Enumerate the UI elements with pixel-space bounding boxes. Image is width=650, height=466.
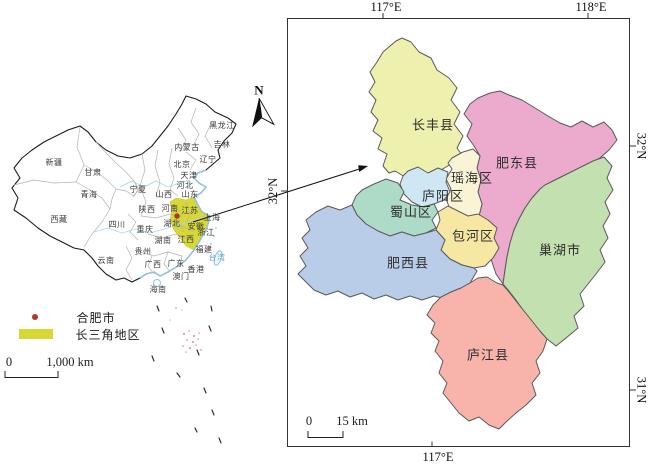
province-label-天津: 天津 [180, 171, 198, 180]
district-label-luyang: 庐阳区 [421, 188, 465, 204]
axis-label-4: 31°N [634, 376, 649, 404]
district-label-baohe: 包河区 [451, 228, 495, 244]
hefei-scalebar-max: 15 km [336, 413, 368, 428]
province-label-福建: 福建 [195, 245, 213, 254]
province-label-湖北: 湖北 [163, 219, 181, 228]
district-label-changfeng: 长丰县 [411, 117, 455, 133]
north-arrow-icon [252, 97, 275, 128]
north-arrow-label: N [254, 82, 264, 98]
province-label-青海: 青海 [80, 190, 98, 199]
district-label-chaohu: 巢湖市 [538, 242, 582, 258]
hefei-scalebar-zero: 0 [305, 413, 313, 428]
province-label-河北: 河北 [176, 181, 194, 190]
south-china-sea-islands [151, 297, 222, 444]
province-label-甘肃: 甘肃 [84, 168, 102, 177]
coastal-islets [206, 227, 217, 253]
province-label-海南: 海南 [149, 285, 167, 294]
province-label-宁夏: 宁夏 [129, 185, 147, 194]
province-label-内蒙古: 内蒙古 [174, 143, 200, 152]
legend-hefei-label: 合肥市 [76, 311, 116, 325]
province-label-河南: 河南 [161, 204, 179, 213]
axis-label-1: 118°E [575, 0, 607, 14]
locator-arrow [192, 165, 368, 223]
province-label-香港: 香港 [187, 265, 205, 274]
china-map [11, 95, 237, 444]
china-outline [11, 95, 237, 283]
province-label-北京: 北京 [173, 160, 191, 169]
hefei-scalebar-shape [307, 431, 344, 438]
province-label-贵州: 贵州 [134, 247, 152, 256]
hainan-island [153, 279, 161, 287]
district-label-shushan: 蜀山区 [389, 204, 433, 220]
rivers [93, 179, 205, 234]
province-label-吉林: 吉林 [213, 140, 231, 149]
taiwan-island [213, 250, 223, 266]
china-scalebar-max: 1,000 km [46, 354, 94, 369]
map-frame [281, 13, 636, 447]
axis-label-3: 32°N [634, 132, 649, 160]
hefei-map [297, 37, 618, 430]
legend-yrd-label: 长三角地区 [75, 328, 141, 342]
province-label-云南: 云南 [97, 256, 115, 265]
hefei-city-dot [174, 213, 180, 219]
province-label-澳门: 澳门 [172, 272, 190, 281]
province-label-安徽: 安徽 [187, 222, 205, 231]
province-label-江苏: 江苏 [181, 206, 199, 215]
province-label-山西: 山西 [155, 190, 173, 199]
axis-label-0: 117°E [370, 0, 402, 14]
province-label-广西: 广西 [144, 260, 162, 269]
axis-label-5: 32°N [265, 177, 280, 205]
district-label-yaohai: 瑶海区 [450, 170, 494, 186]
province-label-四川: 四川 [108, 220, 126, 229]
province-label-新疆: 新疆 [45, 158, 63, 167]
district-label-feidong: 肥东县 [495, 155, 539, 171]
legend-hefei-dot [32, 314, 38, 320]
axis-label-2: 117°E [422, 449, 454, 464]
province-label-台湾: 台湾 [208, 253, 226, 262]
coastline [139, 169, 211, 279]
china-scalebar-shape [4, 371, 59, 378]
province-label-西藏: 西藏 [50, 215, 68, 224]
province-label-广东: 广东 [167, 259, 185, 268]
district-chaohu [502, 156, 614, 347]
district-label-lujiang: 庐江县 [466, 347, 510, 363]
district-lujiang [426, 276, 548, 430]
province-label-湖南: 湖南 [154, 236, 172, 245]
province-label-辽宁: 辽宁 [199, 155, 217, 164]
province-label-陕西: 陕西 [138, 205, 156, 214]
district-feixi [297, 204, 478, 301]
province-label-山东: 山东 [181, 190, 199, 199]
province-label-重庆: 重庆 [136, 225, 154, 234]
province-label-江西: 江西 [177, 235, 195, 244]
district-changfeng [368, 37, 465, 178]
province-label-黑龙江: 黑龙江 [209, 121, 235, 130]
district-label-feixi: 肥西县 [386, 255, 430, 271]
china-scalebar-zero: 0 [5, 354, 13, 369]
province-label-上海: 上海 [203, 213, 221, 222]
province-boundaries [13, 107, 213, 281]
province-label-浙江: 浙江 [197, 228, 215, 237]
legend-yrd-swatch [19, 329, 53, 339]
